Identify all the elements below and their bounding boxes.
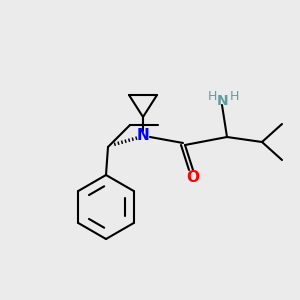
Text: H: H <box>207 91 217 103</box>
Text: O: O <box>187 170 200 185</box>
Text: N: N <box>217 94 229 108</box>
Text: H: H <box>229 91 239 103</box>
Text: N: N <box>136 128 149 142</box>
